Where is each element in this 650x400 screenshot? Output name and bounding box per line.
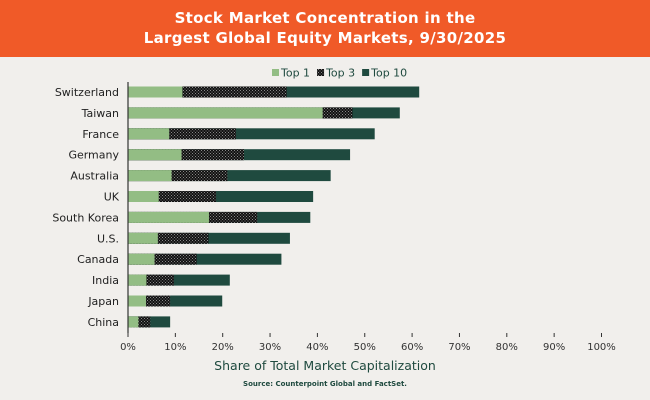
- x-tick-label: 70%: [448, 342, 470, 353]
- x-tick-label: 30%: [259, 342, 281, 353]
- bar-top-3: [128, 295, 171, 307]
- legend-swatch: [317, 69, 325, 76]
- bar-top-3: [128, 191, 217, 202]
- bar-top-3: [128, 232, 209, 244]
- bar-top-3: [128, 274, 174, 286]
- x-tick-label: 20%: [212, 342, 234, 353]
- bar-top-10: [128, 274, 230, 286]
- bar-top-10: [128, 295, 223, 307]
- bar-top-1: [128, 316, 139, 328]
- bar-top-1: [128, 253, 155, 265]
- bar-top-10: [128, 232, 290, 244]
- category-label: UK: [104, 191, 120, 204]
- legend-swatch: [272, 69, 279, 76]
- category-label: South Korea: [52, 211, 119, 224]
- bar-top-1: [128, 149, 182, 161]
- bar-top-1: [128, 86, 183, 98]
- bar-top-10: [128, 170, 331, 182]
- bar-top-3: [128, 128, 236, 140]
- category-label: Taiwan: [81, 107, 119, 120]
- legend: Top 1 Top 3 Top 10: [272, 67, 407, 80]
- legend-label: Top 1: [280, 67, 310, 80]
- title-line-2: Largest Global Equity Markets, 9/30/2025: [143, 29, 507, 47]
- category-label: Canada: [77, 253, 119, 266]
- category-label: Switzerland: [55, 86, 119, 99]
- bar-top-3: [128, 253, 197, 265]
- category-label: Germany: [68, 149, 119, 162]
- bar-top-1: [128, 295, 146, 307]
- legend-label: Top 10: [370, 67, 407, 80]
- bar-top-1: [128, 107, 323, 119]
- x-tick-label: 50%: [354, 342, 376, 353]
- bar-top-3: [128, 170, 228, 182]
- category-label: India: [92, 274, 119, 287]
- bar-top-1: [128, 170, 172, 182]
- bar-top-1: [128, 128, 170, 140]
- bar-top-1: [128, 274, 147, 286]
- bar-top-3: [128, 149, 245, 161]
- x-tick-label: 90%: [543, 342, 565, 353]
- bar-top-3: [128, 316, 151, 328]
- bar-top-10: [128, 191, 314, 202]
- x-tick-label: 80%: [496, 342, 518, 353]
- x-tick-label: 0%: [120, 342, 136, 353]
- category-label: China: [88, 316, 119, 329]
- legend-label: Top 3: [325, 67, 355, 80]
- category-label: France: [82, 128, 119, 141]
- category-label: Australia: [70, 170, 119, 183]
- chart-title: Stock Market Concentration in the Larges…: [0, 0, 650, 57]
- bar-top-10: [128, 128, 375, 140]
- source-note: Source: Counterpoint Global and FactSet.: [243, 380, 407, 388]
- bar-top-1: [128, 232, 158, 244]
- bar-top-3: [128, 86, 287, 98]
- x-tick-label: 10%: [164, 342, 186, 353]
- category-label: Japan: [87, 295, 119, 308]
- x-axis-label: Share of Total Market Capitalization: [214, 358, 436, 373]
- x-tick-label: 60%: [401, 342, 423, 353]
- bar-top-1: [128, 191, 159, 202]
- x-tick-label: 40%: [306, 342, 328, 353]
- bar-top-10: [128, 253, 282, 265]
- legend-swatch: [362, 69, 370, 76]
- bar-top-1: [128, 211, 209, 223]
- category-label: U.S.: [97, 232, 119, 245]
- title-line-1: Stock Market Concentration in the: [174, 9, 476, 27]
- x-tick-label: 100%: [587, 342, 616, 353]
